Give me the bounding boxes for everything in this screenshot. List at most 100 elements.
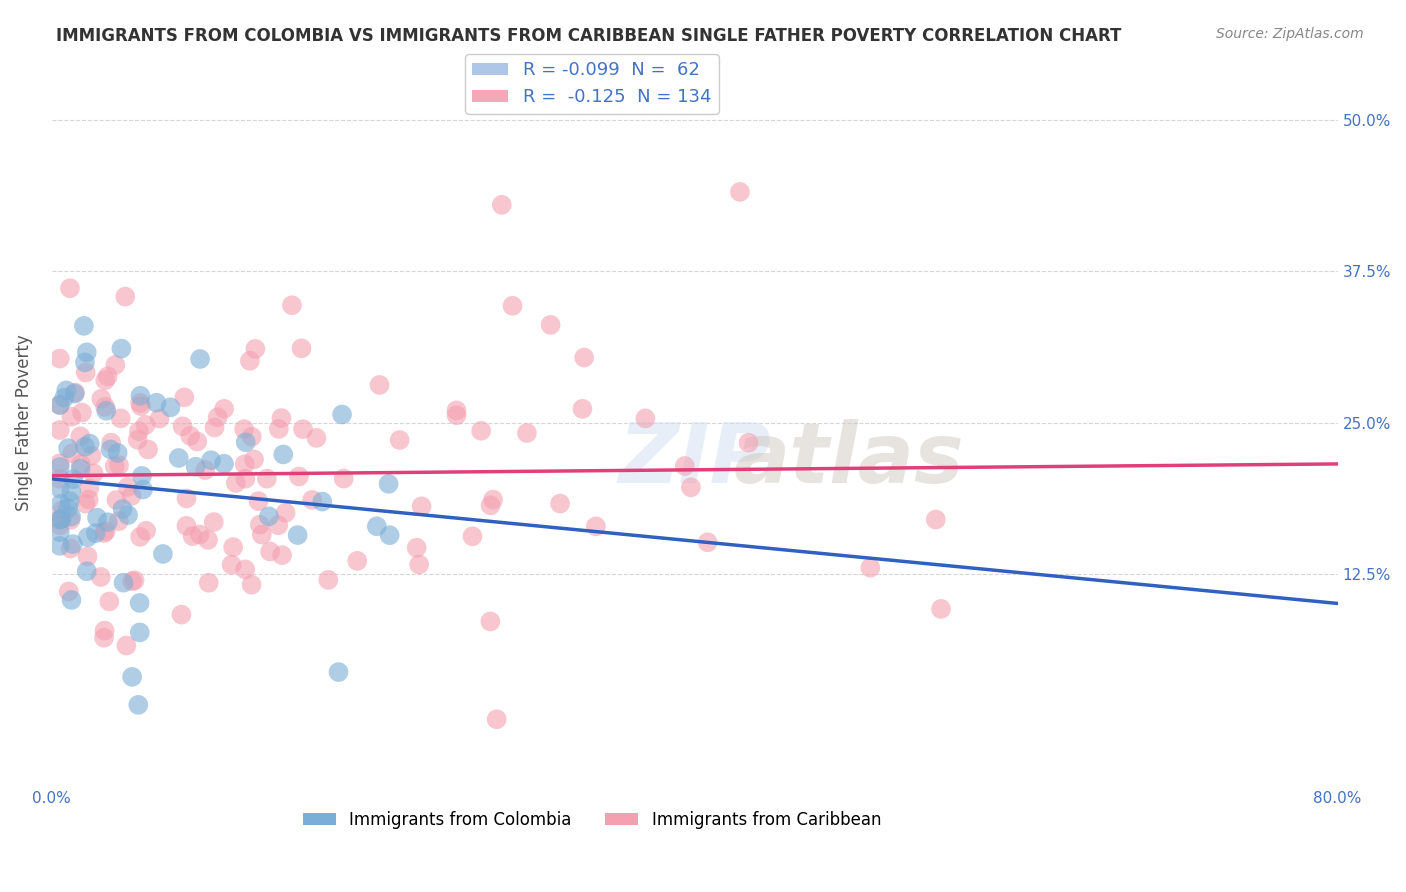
Point bbox=[197, 533, 219, 547]
Point bbox=[679, 480, 702, 494]
Point bbox=[129, 389, 152, 403]
Point bbox=[75, 366, 97, 380]
Point bbox=[188, 527, 211, 541]
Point bbox=[105, 492, 128, 507]
Point bbox=[55, 384, 77, 398]
Point bbox=[222, 540, 245, 554]
Point bbox=[77, 492, 100, 507]
Point bbox=[83, 467, 105, 481]
Point bbox=[129, 530, 152, 544]
Point bbox=[240, 430, 263, 444]
Point bbox=[737, 435, 759, 450]
Point bbox=[221, 558, 243, 572]
Point bbox=[176, 518, 198, 533]
Point bbox=[62, 472, 84, 486]
Point bbox=[202, 515, 225, 529]
Point bbox=[332, 472, 354, 486]
Point bbox=[290, 342, 312, 356]
Point bbox=[408, 558, 430, 572]
Point bbox=[94, 400, 117, 414]
Point bbox=[859, 561, 882, 575]
Point bbox=[485, 712, 508, 726]
Point bbox=[59, 513, 82, 527]
Point bbox=[184, 459, 207, 474]
Point bbox=[491, 198, 513, 212]
Point bbox=[212, 457, 235, 471]
Point bbox=[696, 535, 718, 549]
Point bbox=[197, 575, 219, 590]
Point bbox=[925, 512, 948, 526]
Point bbox=[378, 528, 401, 542]
Point bbox=[49, 398, 72, 412]
Point bbox=[117, 508, 139, 522]
Point bbox=[673, 458, 696, 473]
Point bbox=[59, 541, 82, 556]
Point bbox=[281, 298, 304, 312]
Point bbox=[405, 541, 427, 555]
Point bbox=[271, 447, 294, 461]
Point bbox=[124, 574, 146, 588]
Point bbox=[49, 512, 72, 526]
Point bbox=[482, 492, 505, 507]
Point bbox=[135, 417, 157, 432]
Point bbox=[93, 624, 115, 638]
Point bbox=[194, 463, 217, 477]
Point bbox=[267, 422, 290, 436]
Point bbox=[110, 411, 132, 425]
Text: IMMIGRANTS FROM COLOMBIA VS IMMIGRANTS FROM CARIBBEAN SINGLE FATHER POVERTY CORR: IMMIGRANTS FROM COLOMBIA VS IMMIGRANTS F… bbox=[56, 27, 1122, 45]
Point bbox=[259, 544, 281, 558]
Point bbox=[249, 517, 271, 532]
Point bbox=[94, 373, 117, 387]
Point bbox=[49, 460, 72, 475]
Point bbox=[49, 423, 72, 437]
Point bbox=[270, 411, 292, 425]
Point bbox=[181, 529, 204, 543]
Point bbox=[328, 665, 350, 679]
Point bbox=[60, 509, 83, 524]
Point bbox=[585, 519, 607, 533]
Point bbox=[60, 484, 83, 499]
Point bbox=[377, 476, 399, 491]
Point bbox=[267, 518, 290, 533]
Point bbox=[179, 429, 201, 443]
Point bbox=[75, 497, 97, 511]
Point bbox=[93, 525, 115, 540]
Point bbox=[108, 458, 131, 473]
Point bbox=[96, 403, 118, 417]
Point bbox=[235, 435, 257, 450]
Point bbox=[292, 422, 315, 436]
Point bbox=[287, 528, 309, 542]
Point bbox=[728, 185, 751, 199]
Point bbox=[128, 424, 150, 438]
Point bbox=[368, 378, 391, 392]
Point bbox=[58, 584, 80, 599]
Point bbox=[929, 602, 952, 616]
Point bbox=[76, 549, 98, 564]
Point bbox=[121, 670, 143, 684]
Point bbox=[479, 499, 502, 513]
Point bbox=[49, 472, 72, 486]
Point bbox=[243, 452, 266, 467]
Point bbox=[100, 435, 122, 450]
Point bbox=[76, 345, 98, 359]
Point bbox=[366, 519, 388, 533]
Point bbox=[51, 512, 73, 526]
Point bbox=[97, 515, 120, 529]
Point bbox=[225, 475, 247, 490]
Point bbox=[63, 385, 86, 400]
Point bbox=[104, 459, 127, 474]
Point bbox=[49, 456, 72, 470]
Text: atlas: atlas bbox=[734, 418, 965, 500]
Point bbox=[239, 353, 262, 368]
Point bbox=[69, 429, 91, 443]
Point bbox=[170, 607, 193, 622]
Point bbox=[49, 513, 72, 527]
Point bbox=[245, 342, 267, 356]
Point bbox=[446, 403, 468, 417]
Point bbox=[132, 483, 155, 497]
Point bbox=[121, 574, 143, 589]
Point bbox=[571, 401, 593, 416]
Point bbox=[135, 524, 157, 538]
Point bbox=[129, 399, 152, 413]
Point bbox=[256, 472, 278, 486]
